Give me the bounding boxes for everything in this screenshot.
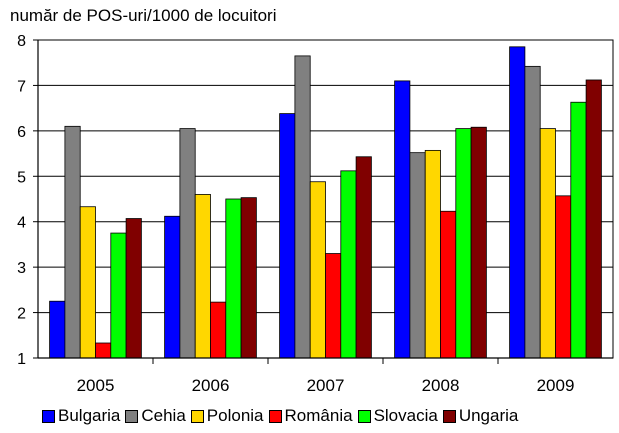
- legend-swatch: [268, 409, 282, 423]
- bar-ungaria-2008: [470, 126, 487, 359]
- bar-polonia-2005: [79, 206, 96, 359]
- bar-ungaria-2006: [240, 197, 257, 359]
- legend-swatch: [190, 409, 204, 423]
- bar-slovacia-2005: [110, 232, 127, 359]
- bar-romnia-2007: [325, 253, 342, 359]
- bar-romnia-2005: [95, 342, 112, 359]
- legend-label: Ungaria: [458, 406, 519, 425]
- y-tick-label: 7: [17, 78, 26, 95]
- y-tick-label: 1: [17, 351, 26, 368]
- bar-cehia-2007: [294, 55, 311, 359]
- y-tick-label: 5: [17, 169, 26, 186]
- legend-label: Polonia: [206, 406, 264, 425]
- y-tick-label: 2: [17, 306, 26, 323]
- legend-item-slovacia: Slovacia: [357, 406, 438, 426]
- legend-label: Cehia: [141, 406, 186, 425]
- bar-ungaria-2007: [355, 156, 372, 359]
- y-tick-label: 8: [17, 33, 26, 50]
- bar-polonia-2006: [194, 194, 211, 359]
- x-tick-label: 2006: [192, 376, 230, 395]
- y-tick-label: 3: [17, 260, 26, 277]
- legend: Bulgaria Cehia Polonia România Slovacia Ungar…: [42, 401, 523, 431]
- y-tick-label: 4: [17, 215, 26, 232]
- x-tick-label: 2005: [77, 376, 115, 395]
- bar-polonia-2009: [539, 128, 556, 359]
- bar-bulgaria-2006: [164, 215, 181, 359]
- bar-cehia-2005: [64, 125, 81, 359]
- x-tick-label: 2008: [422, 376, 460, 395]
- bar-polonia-2007: [309, 181, 326, 359]
- bar-cehia-2009: [524, 65, 541, 359]
- bar-polonia-2008: [424, 149, 441, 359]
- legend-label: România: [284, 406, 353, 425]
- bar-bulgaria-2005: [49, 300, 66, 359]
- bar-bulgaria-2009: [509, 46, 526, 359]
- bar-slovacia-2008: [455, 128, 472, 359]
- bar-romnia-2009: [555, 195, 572, 359]
- legend-swatch: [42, 409, 55, 423]
- bar-slovacia-2009: [570, 101, 587, 359]
- bar-bulgaria-2007: [279, 113, 296, 359]
- bar-slovacia-2006: [225, 198, 242, 359]
- legend-item-cehia: Cehia: [125, 406, 186, 426]
- legend-swatch: [357, 409, 371, 423]
- legend-swatch: [442, 409, 456, 423]
- legend-item-ungaria: Ungaria: [442, 406, 519, 426]
- legend-label: Bulgaria: [58, 406, 121, 425]
- legend-item-romnia: România: [268, 406, 353, 426]
- bar-cehia-2008: [409, 152, 426, 359]
- bar-romnia-2006: [210, 301, 227, 359]
- legend-label: Slovacia: [373, 406, 438, 425]
- bar-slovacia-2007: [340, 170, 357, 359]
- legend-swatch: [125, 409, 139, 423]
- bar-ungaria-2009: [585, 79, 602, 359]
- x-tick-label: 2007: [307, 376, 345, 395]
- bar-ungaria-2005: [125, 218, 142, 359]
- chart-title: număr de POS-uri/1000 de locuitori: [10, 6, 277, 25]
- y-tick-label: 6: [17, 124, 26, 141]
- bar-bulgaria-2008: [394, 80, 411, 359]
- plot-area: 1 2 3 4 5 6 7 8 2005 2006 2007 2008 2009: [17, 33, 614, 395]
- legend-item-bulgaria: Bulgaria: [42, 406, 120, 426]
- bar-cehia-2006: [179, 128, 196, 359]
- legend-item-polonia: Polonia: [190, 406, 264, 426]
- bar-romnia-2008: [440, 210, 457, 359]
- x-tick-label: 2009: [537, 376, 575, 395]
